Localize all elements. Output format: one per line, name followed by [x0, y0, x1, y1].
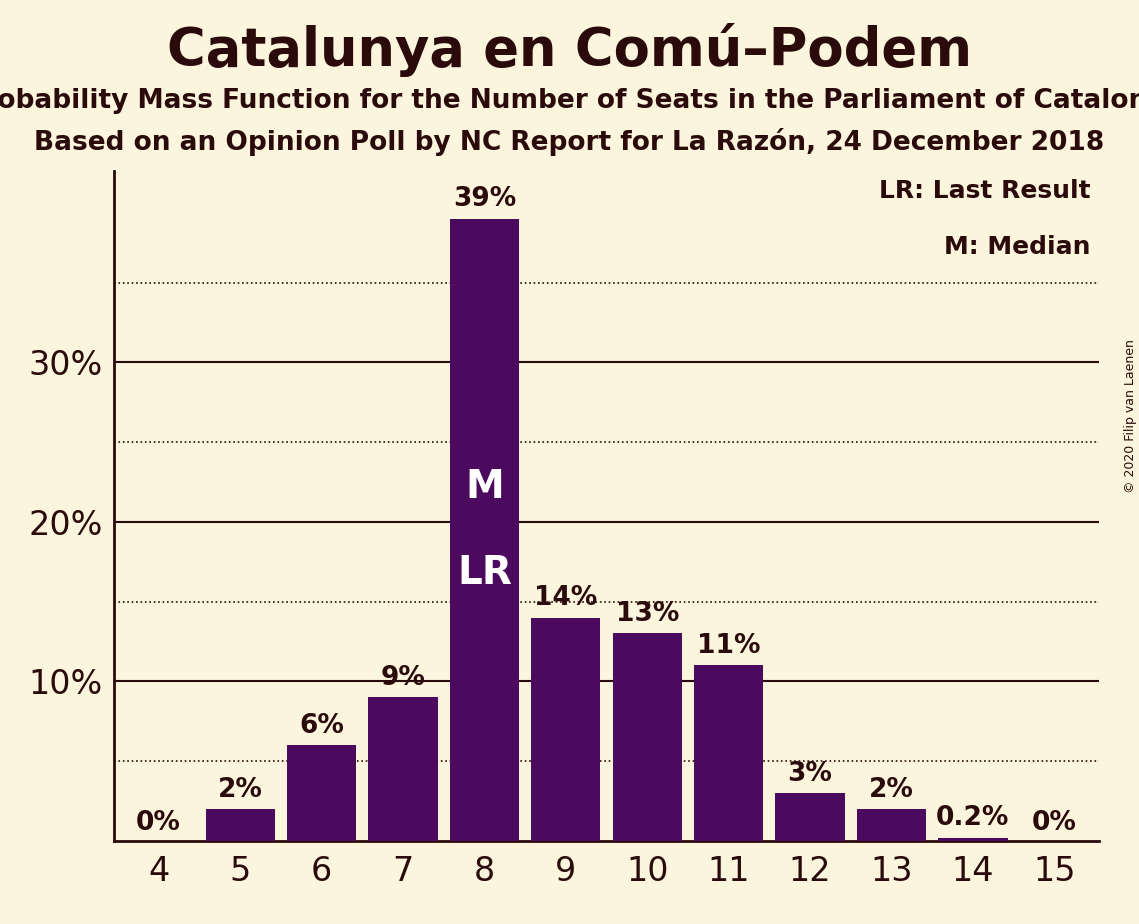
Text: M: M [465, 468, 503, 506]
Bar [531, 617, 600, 841]
Text: 0.2%: 0.2% [936, 806, 1009, 832]
Text: Probability Mass Function for the Number of Seats in the Parliament of Catalonia: Probability Mass Function for the Number… [0, 88, 1139, 114]
Bar [368, 698, 437, 841]
Text: 9%: 9% [380, 665, 425, 691]
Text: 0%: 0% [1032, 810, 1076, 836]
Bar [205, 808, 274, 841]
Text: Based on an Opinion Poll by NC Report for La Razón, 24 December 2018: Based on an Opinion Poll by NC Report fo… [34, 128, 1105, 155]
Text: 2%: 2% [218, 776, 263, 803]
Bar [613, 634, 682, 841]
Text: 39%: 39% [453, 187, 516, 213]
Bar [939, 838, 1008, 841]
Text: 13%: 13% [615, 602, 679, 627]
Text: 6%: 6% [300, 712, 344, 739]
Bar [694, 665, 763, 841]
Text: 3%: 3% [788, 760, 833, 786]
Text: 2%: 2% [869, 776, 913, 803]
Bar [450, 219, 519, 841]
Bar [776, 793, 845, 841]
Text: LR: LR [457, 553, 511, 591]
Text: M: Median: M: Median [944, 235, 1091, 259]
Text: © 2020 Filip van Laenen: © 2020 Filip van Laenen [1124, 339, 1137, 492]
Text: Catalunya en Comú–Podem: Catalunya en Comú–Podem [167, 23, 972, 77]
Text: 11%: 11% [697, 633, 761, 659]
Bar [287, 745, 357, 841]
Bar [857, 808, 926, 841]
Text: LR: Last Result: LR: Last Result [879, 179, 1091, 203]
Text: 0%: 0% [137, 810, 181, 836]
Text: 14%: 14% [534, 585, 598, 611]
